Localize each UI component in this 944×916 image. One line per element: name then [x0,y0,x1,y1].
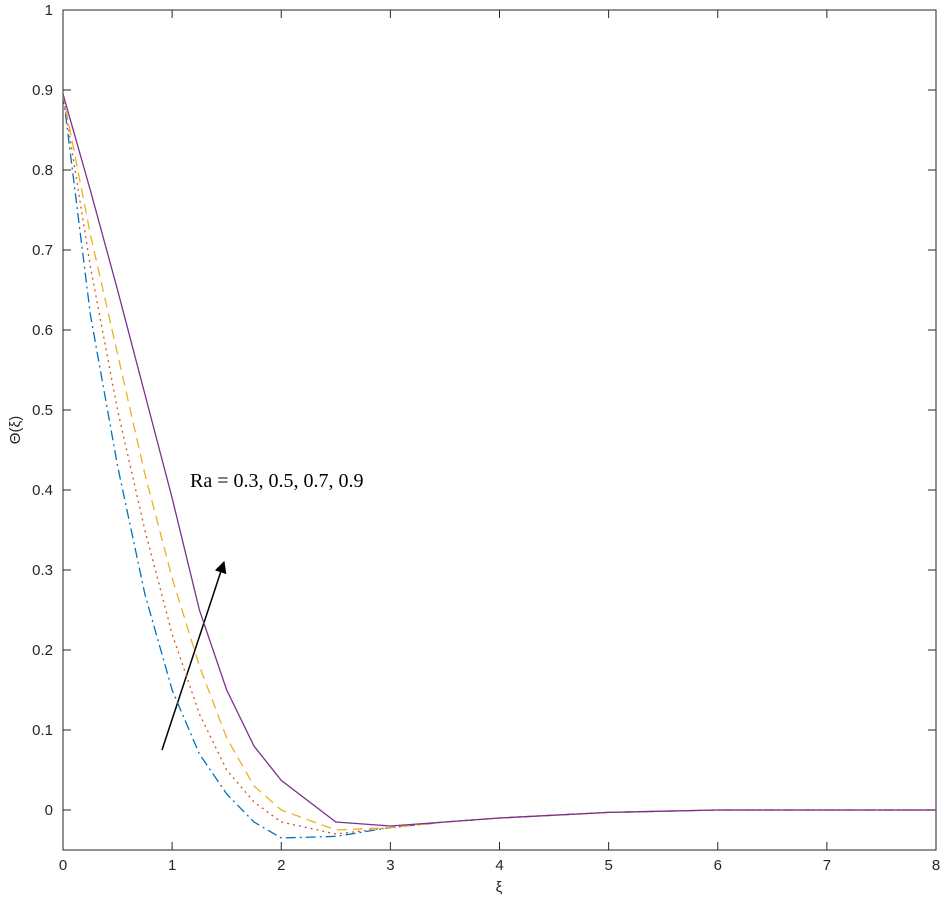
x-tick-label: 3 [386,857,394,874]
plot-frame [62,9,937,851]
x-tick-label: 4 [495,857,503,874]
x-tick-label: 7 [823,857,831,874]
y-tick-label: 0.8 [32,162,53,179]
arrow [161,560,227,751]
x-tick-label: 1 [168,857,176,874]
line-series [62,93,936,827]
line-series [62,93,936,835]
y-tick-label: 0.7 [32,242,53,259]
y-tick-label: 0 [45,802,53,819]
x-tick-label: 0 [59,857,67,874]
y-tick-label: 1 [45,2,53,19]
line-series [62,93,936,839]
y-axis-label: Θ(ξ) [7,416,24,444]
x-tick-label: 8 [932,857,940,874]
annotation: Ra = 0.3, 0.5, 0.7, 0.9 [190,470,364,492]
y-tick-label: 0.9 [32,82,53,99]
x-axis-label: ξ [496,879,503,896]
y-tick-label: 0.6 [32,322,53,339]
y-tick-label: 0.5 [32,402,53,419]
x-tick-label: 6 [714,857,722,874]
x-tick-label: 2 [277,857,285,874]
y-tick-label: 0.4 [32,482,53,499]
y-tick-label: 0.1 [32,722,53,739]
y-tick-label: 0.2 [32,642,53,659]
y-tick-label: 0.3 [32,562,53,579]
x-tick-label: 5 [604,857,612,874]
line-series [62,93,936,831]
